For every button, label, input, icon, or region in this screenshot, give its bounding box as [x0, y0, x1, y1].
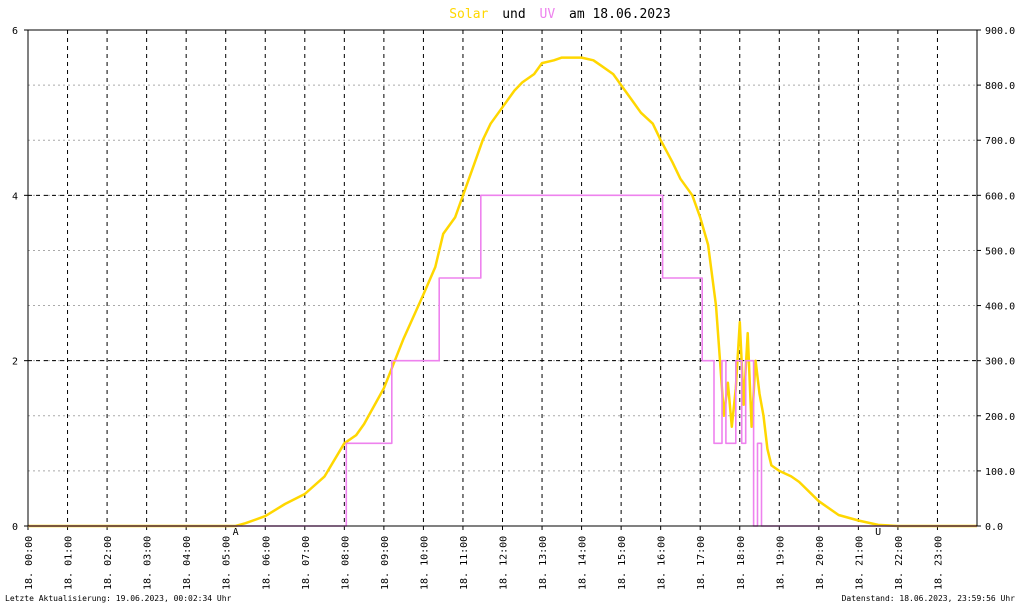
x-tick-label: 18. 07:00	[301, 536, 312, 590]
footer-data-status: Datenstand: 18.06.2023, 23:59:56 Uhr	[842, 594, 1016, 603]
x-tick-label: 18. 15:00	[617, 536, 628, 590]
footer-last-update: Letzte Aktualisierung: 19.06.2023, 00:02…	[5, 594, 232, 603]
x-tick-label: 18. 12:00	[499, 536, 510, 590]
right-axis-ticks: 0.0 100.0 200.0 300.0 400.0 500.0 600.0 700.0 80…	[977, 26, 1015, 533]
x-tick-label: 18. 08:00	[340, 536, 351, 590]
x-tick-label: 18. 21:00	[854, 536, 865, 590]
right-tick-label: 0.0	[985, 522, 1003, 533]
right-tick-label: 900.0	[985, 26, 1015, 37]
left-tick-label: 0	[12, 522, 18, 533]
x-tick-label: 18. 09:00	[380, 536, 391, 590]
grid-lines	[28, 30, 977, 526]
right-tick-label: 100.0	[985, 467, 1015, 478]
right-tick-label: 500.0	[985, 246, 1015, 257]
right-tick-label: 300.0	[985, 357, 1015, 368]
x-tick-label: 18. 22:00	[894, 536, 905, 590]
title-uv-word: UV	[540, 7, 556, 22]
x-tick-label: 18. 16:00	[657, 536, 668, 590]
x-tick-label: 18. 18:00	[736, 536, 747, 590]
x-tick-label: 18. 23:00	[933, 536, 944, 590]
x-tick-label: 18. 20:00	[815, 536, 826, 590]
right-tick-label: 400.0	[985, 302, 1015, 313]
x-tick-label: 18. 19:00	[775, 536, 786, 590]
chart-title: Solar und UV am 18.06.2023	[449, 7, 671, 22]
x-tick-label: 18. 01:00	[64, 536, 75, 590]
x-tick-label: 18. 00:00	[24, 536, 35, 590]
x-tick-label: 18. 14:00	[578, 536, 589, 590]
plot-frame	[27, 29, 978, 527]
sunrise-marker: A	[233, 527, 239, 538]
x-tick-label: 18. 03:00	[143, 536, 154, 590]
series-line-uv	[28, 194, 977, 527]
x-tick-label: 18. 06:00	[261, 536, 272, 590]
right-tick-label: 700.0	[985, 136, 1015, 147]
series-line-solar	[28, 56, 977, 528]
x-axis-ticks: 18. 00:00 18. 01:00 18. 02:00 18. 03:00 18. …	[24, 526, 944, 590]
title-solar-word: Solar	[449, 7, 488, 22]
x-tick-label: 18. 05:00	[222, 536, 233, 590]
left-axis-ticks: 0 2 4 6	[12, 26, 28, 533]
x-tick-label: 18. 04:00	[182, 536, 193, 590]
sunset-marker: U	[875, 527, 881, 538]
left-tick-label: 2	[12, 357, 18, 368]
right-tick-label: 800.0	[985, 81, 1015, 92]
title-und-word: und	[502, 7, 525, 22]
x-tick-label: 18. 17:00	[696, 536, 707, 590]
left-tick-label: 6	[12, 26, 18, 37]
series-lines	[28, 56, 977, 528]
x-tick-label: 18. 02:00	[103, 536, 114, 590]
x-tick-label: 18. 13:00	[538, 536, 549, 590]
right-tick-label: 200.0	[985, 412, 1015, 423]
left-tick-label: 4	[12, 191, 18, 202]
x-tick-label: 18. 11:00	[459, 536, 470, 590]
title-date: am 18.06.2023	[569, 7, 671, 22]
right-tick-label: 600.0	[985, 191, 1015, 202]
x-tick-label: 18. 10:00	[419, 536, 430, 590]
